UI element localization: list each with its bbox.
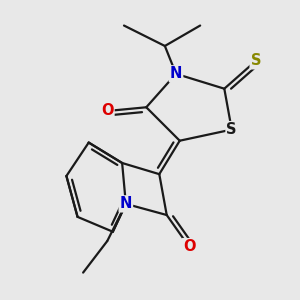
Text: N: N bbox=[170, 66, 182, 81]
Text: O: O bbox=[183, 239, 195, 254]
Text: S: S bbox=[250, 53, 261, 68]
Text: S: S bbox=[226, 122, 237, 137]
Text: N: N bbox=[120, 196, 132, 211]
Text: O: O bbox=[101, 103, 113, 118]
